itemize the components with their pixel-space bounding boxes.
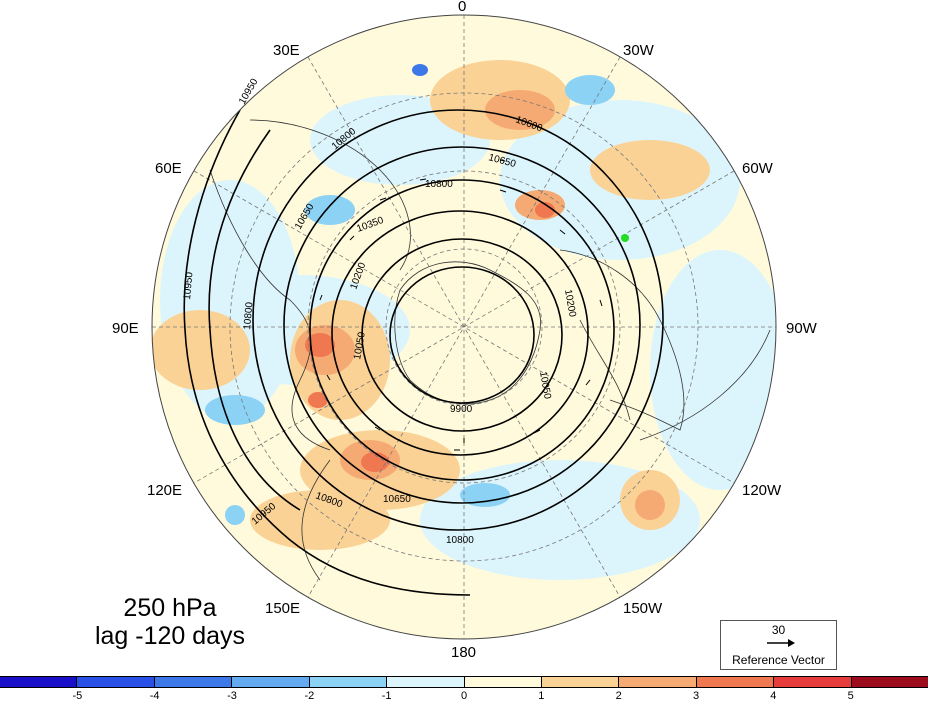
colorbar (0, 676, 928, 688)
graticule (152, 15, 776, 639)
colorbar-tick-label: -5 (72, 690, 83, 702)
colorbar-swatch (619, 677, 697, 687)
colorbar-tick-label: -3 (227, 690, 237, 702)
geopotential-contours (183, 109, 664, 596)
contour-label: 9900 (450, 404, 473, 415)
map-border (151, 14, 777, 640)
reference-vector-label: Reference Vector (732, 653, 825, 667)
colorbar-swatch (851, 677, 928, 687)
contour-label: 10800 (446, 535, 474, 546)
lon-label-150w: 150W (623, 600, 663, 617)
contour-label: 10200 (562, 289, 578, 319)
lon-label-180: 180 (451, 644, 477, 661)
colorbar-swatch (541, 677, 620, 687)
colorbar-swatch (232, 677, 310, 687)
colorbar-swatch (464, 677, 542, 687)
title-level: 250 hPa (123, 594, 217, 622)
colorbar-tick-label: 5 (847, 690, 854, 702)
arrow-right-icon (767, 639, 795, 647)
lon-label-90e: 90E (112, 320, 139, 337)
colorbar-swatch (387, 677, 465, 687)
lon-label-30w: 30W (623, 42, 654, 59)
contour-label: 10650 (383, 494, 411, 505)
lon-label-120w: 120W (742, 482, 782, 499)
colorbar-swatch (0, 677, 78, 687)
reference-vector-magnitude: 30 (771, 623, 786, 637)
colorbar-tick-label: 0 (460, 690, 468, 702)
colorbar-tick-label: 1 (538, 690, 545, 702)
marker-point (621, 234, 629, 242)
colorbar-swatch (696, 677, 775, 687)
colorbar-swatch (774, 677, 852, 687)
contour-label: 10800 (425, 179, 453, 190)
colorbar-tick-label: 4 (770, 690, 777, 702)
colorbar-tick-label: -4 (149, 690, 160, 702)
colorbar-swatch (154, 677, 233, 687)
colorbar-swatch (77, 677, 155, 687)
colorbar-tick-label: 2 (615, 690, 622, 702)
colorbar-swatch (309, 677, 388, 687)
lon-label-60w: 60W (742, 160, 773, 177)
contour-label: 10050 (537, 371, 553, 401)
colorbar-tick-label: -1 (381, 690, 392, 702)
plot-title: 250 hPa lag -120 days (70, 594, 270, 650)
lon-label-30e: 30E (273, 42, 300, 59)
lon-label-90w: 90W (786, 320, 817, 337)
anomaly-shading (152, 60, 776, 580)
reference-vector-box: 30 Reference Vector (720, 620, 837, 670)
contour-label: 10050 (352, 331, 368, 361)
wind-vectors (319, 159, 603, 451)
colorbar-tick-label: 3 (692, 690, 700, 702)
polar-stereographic-map: 10950 10800 10650 10350 10200 10050 9900… (151, 14, 777, 640)
contour-label: 10800 (242, 301, 255, 330)
contour-label: 10950 (182, 271, 195, 300)
title-lag: lag -120 days (94, 622, 246, 650)
coastlines (209, 119, 771, 581)
lon-label-120e: 120E (147, 482, 183, 499)
lon-label-60e: 60E (155, 160, 182, 177)
lon-label-150e: 150E (265, 600, 301, 617)
colorbar-tick-label: -2 (304, 690, 315, 702)
lon-label-0: 0 (458, 0, 467, 15)
